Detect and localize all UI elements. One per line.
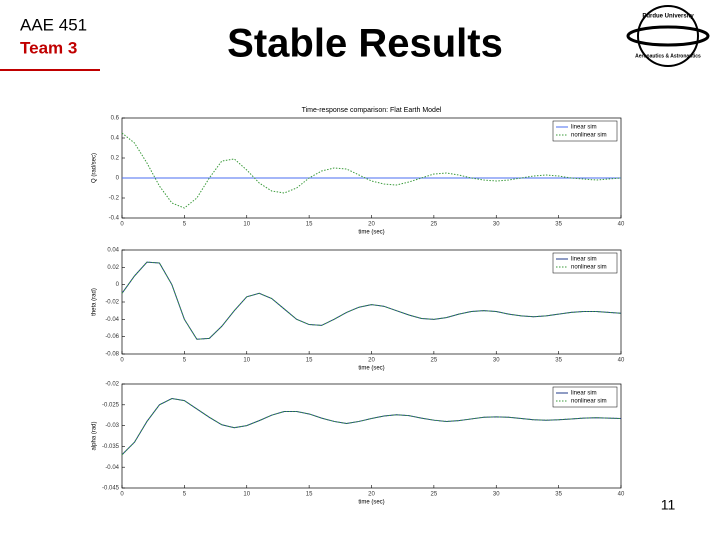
x-tick-label: 20 — [368, 222, 375, 228]
plot-area — [121, 383, 622, 489]
y-tick-label: -0.4 — [109, 216, 120, 222]
plot-area — [121, 117, 622, 219]
x-axis-label: time (sec) — [358, 366, 384, 372]
x-tick-label: 40 — [618, 492, 625, 498]
x-tick-label: 10 — [243, 492, 250, 498]
x-tick-label: 0 — [120, 492, 124, 498]
y-tick-label: -0.04 — [105, 317, 119, 323]
y-tick-label: 0 — [116, 176, 120, 182]
y-tick-label: -0.02 — [105, 382, 119, 388]
legend-label: nonlinear sim — [571, 399, 607, 405]
data-line — [121, 132, 622, 209]
legend-label: linear sim — [571, 257, 597, 263]
y-tick-label: -0.08 — [105, 352, 119, 358]
x-tick-label: 15 — [306, 358, 313, 364]
x-tick-label: 25 — [431, 492, 438, 498]
x-tick-label: 30 — [493, 492, 500, 498]
y-tick-label: -0.2 — [109, 196, 120, 202]
data-line — [121, 398, 622, 456]
legend-box — [552, 120, 618, 142]
team-label: Team 3 — [20, 38, 77, 57]
x-axis-label: time (sec) — [358, 230, 384, 236]
y-axis-label: Q (rad/sec) — [92, 153, 98, 183]
data-line — [121, 261, 622, 340]
y-tick-label: -0.035 — [102, 444, 120, 450]
charts: Time-response comparison: Flat Earth Mod… — [92, 107, 625, 506]
x-tick-label: 10 — [243, 358, 250, 364]
y-tick-label: 0.04 — [107, 248, 119, 254]
x-tick-label: 5 — [183, 358, 187, 364]
course-label: AAE 451 — [20, 15, 87, 34]
x-axis-label: time (sec) — [358, 500, 384, 506]
x-tick-label: 5 — [183, 222, 187, 228]
x-tick-label: 35 — [555, 222, 562, 228]
x-tick-label: 30 — [493, 222, 500, 228]
x-tick-label: 0 — [120, 222, 124, 228]
logo: Purdue University Aeronautics & Astronau… — [626, 5, 710, 67]
x-tick-label: 35 — [555, 492, 562, 498]
y-tick-label: 0.4 — [111, 136, 120, 142]
y-tick-label: -0.025 — [102, 402, 120, 408]
y-axis-label: alpha (rad) — [92, 421, 98, 450]
y-tick-label: -0.04 — [105, 465, 119, 471]
y-tick-label: -0.02 — [105, 300, 119, 306]
y-tick-label: 0.2 — [111, 156, 120, 162]
logo-text: Purdue University — [642, 14, 694, 20]
x-tick-label: 30 — [493, 358, 500, 364]
y-tick-label: 0.6 — [111, 116, 120, 122]
x-tick-label: 40 — [618, 358, 625, 364]
y-tick-label: 0 — [116, 282, 120, 288]
legend-label: linear sim — [571, 391, 597, 397]
x-tick-label: 20 — [368, 358, 375, 364]
y-tick-label: -0.03 — [105, 423, 119, 429]
x-tick-label: 5 — [183, 492, 187, 498]
logo-text: Aeronautics & Astronautics — [635, 53, 701, 59]
x-tick-label: 15 — [306, 492, 313, 498]
logo-orbit — [626, 25, 710, 47]
y-tick-label: -0.06 — [105, 334, 119, 340]
legend-box — [552, 386, 618, 408]
plot-area — [121, 249, 622, 355]
page-number: 11 — [661, 497, 676, 513]
x-tick-label: 25 — [431, 222, 438, 228]
chart-title: Time-response comparison: Flat Earth Mod… — [302, 107, 442, 114]
x-tick-label: 10 — [243, 222, 250, 228]
x-tick-label: 15 — [306, 222, 313, 228]
x-tick-label: 35 — [555, 358, 562, 364]
slide-title: Stable Results — [227, 22, 503, 66]
x-tick-label: 0 — [120, 358, 124, 364]
logo-ring — [637, 5, 699, 67]
x-tick-label: 20 — [368, 492, 375, 498]
y-tick-label: -0.045 — [102, 486, 120, 492]
y-axis-label: theta (rad) — [92, 288, 98, 316]
legend-label: nonlinear sim — [571, 265, 607, 271]
x-tick-label: 25 — [431, 358, 438, 364]
y-tick-label: 0.02 — [107, 265, 119, 271]
legend-box — [552, 252, 618, 274]
legend-label: linear sim — [571, 125, 597, 131]
legend-label: nonlinear sim — [571, 133, 607, 139]
x-tick-label: 40 — [618, 222, 625, 228]
